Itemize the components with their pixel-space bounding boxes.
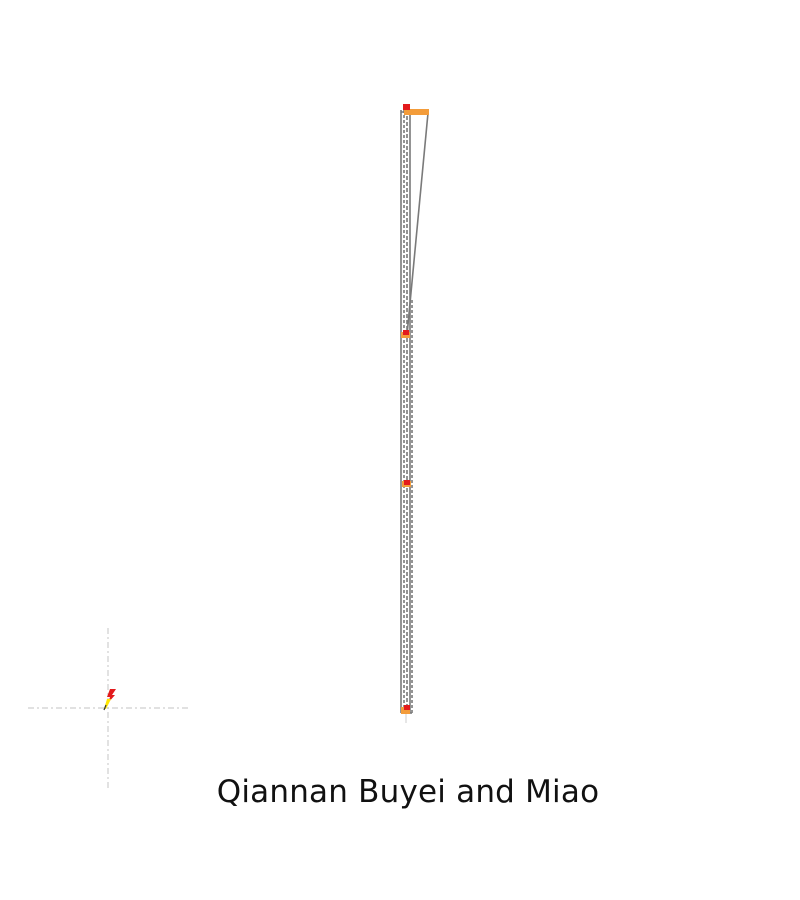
marker-orange-bar [404, 109, 429, 115]
top-marker-cluster [403, 104, 429, 115]
marker-red-mid-upper [403, 330, 409, 335]
mid-marker-upper [401, 330, 410, 338]
bottom-marker [401, 705, 410, 714]
lightning-bolt-north-arrow-icon [103, 689, 116, 711]
marker-red-mid-lower [404, 480, 410, 485]
crosshair-icon [28, 628, 188, 788]
marker-red-bottom [404, 705, 410, 710]
region-outline [400, 110, 429, 723]
mid-marker-lower [402, 480, 411, 487]
marker-orange-bottom [401, 707, 410, 714]
outline-diagonal-edge [406, 112, 429, 336]
map-caption: Qiannan Buyei and Miao [216, 774, 600, 810]
marker-red-top [403, 104, 410, 110]
north-arrow-dark-tick [103, 704, 107, 711]
